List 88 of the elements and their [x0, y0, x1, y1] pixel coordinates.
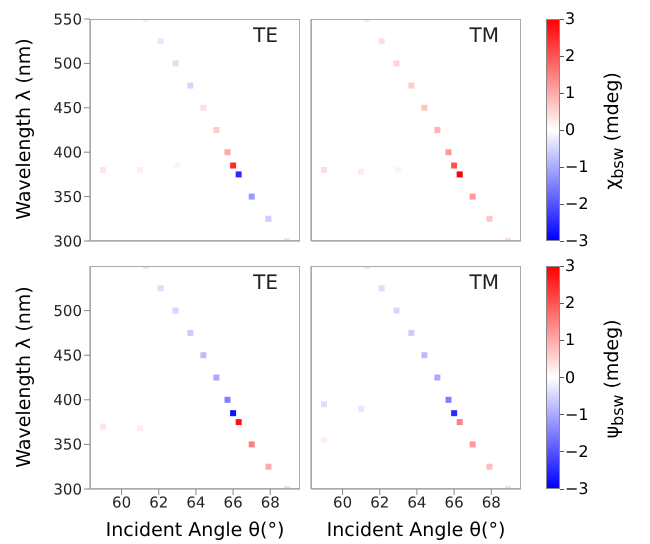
point — [456, 419, 463, 426]
point — [408, 330, 414, 336]
point — [213, 374, 220, 380]
point — [158, 38, 164, 44]
point — [200, 104, 206, 111]
x-tick-label: 64 — [407, 494, 426, 512]
point — [321, 401, 328, 408]
point — [434, 127, 440, 133]
point — [470, 194, 476, 200]
color-bar-label: 3 — [565, 9, 576, 29]
annotation: TE — [253, 270, 278, 294]
color-bar-label: −3 — [565, 479, 589, 499]
point — [265, 464, 272, 470]
color-bar-label: 0 — [565, 120, 576, 140]
y-tick-label: 400 — [53, 144, 82, 162]
point — [451, 410, 458, 416]
y-tick-label: 450 — [53, 346, 82, 365]
point — [248, 194, 255, 200]
point — [224, 396, 231, 403]
x-tick-label: 68 — [260, 494, 280, 512]
color-bar-label: 1 — [565, 83, 576, 103]
y-tick-label: 550 — [53, 10, 82, 28]
point — [224, 149, 231, 156]
color-bar-label: 2 — [565, 46, 576, 66]
x-tick-label: 62 — [370, 494, 390, 512]
y-tick-label: 500 — [53, 54, 82, 73]
point — [321, 166, 328, 173]
point — [486, 464, 492, 470]
point — [213, 127, 220, 133]
point — [230, 410, 236, 416]
y-tick-label: 300 — [53, 480, 82, 498]
y-tick-label: 350 — [53, 436, 82, 454]
y-axis-title: Wavelength λ (nm) — [13, 37, 35, 222]
annotation: TE — [253, 23, 278, 47]
point — [230, 162, 236, 169]
color-bar-label: −1 — [565, 157, 589, 177]
y-tick-label: 450 — [53, 99, 82, 118]
x-axis-title: Incident Angle θ(°) — [106, 519, 284, 541]
point — [393, 308, 400, 314]
point — [434, 374, 440, 380]
point — [172, 308, 178, 314]
color-bar-label: −2 — [565, 194, 589, 214]
point — [408, 82, 414, 89]
y-tick-label: 500 — [53, 302, 82, 320]
point — [248, 441, 255, 448]
point — [100, 424, 106, 430]
color-bar-label: −3 — [565, 231, 589, 251]
point — [172, 60, 178, 66]
point — [421, 352, 428, 358]
point — [187, 330, 194, 336]
color-bar-label: −1 — [565, 404, 589, 425]
point — [456, 171, 463, 178]
x-tick-label: 68 — [482, 494, 501, 512]
x-tick-label: 62 — [149, 494, 168, 512]
color-bar-label: 3 — [565, 256, 576, 276]
point — [200, 352, 206, 358]
color-bar-label: −2 — [565, 442, 589, 462]
x-tick-label: 64 — [186, 494, 206, 512]
y-tick-label: 300 — [53, 232, 82, 250]
annotation: TM — [470, 23, 499, 47]
y-tick-label: 400 — [53, 391, 82, 410]
point — [378, 285, 385, 292]
color-bar-label: 2 — [565, 293, 576, 314]
point — [187, 82, 194, 89]
point — [393, 60, 400, 66]
point — [236, 419, 242, 426]
point — [100, 166, 106, 173]
point — [470, 441, 476, 448]
x-tick-label: 66 — [224, 494, 243, 512]
color-bar-label: 1 — [565, 330, 576, 350]
point — [378, 38, 385, 44]
point — [446, 396, 452, 403]
color-bar-label: 0 — [565, 368, 576, 388]
annotation: TM — [470, 270, 499, 294]
y-tick-label: 350 — [53, 188, 82, 206]
x-tick-label: 60 — [112, 494, 132, 512]
point — [236, 171, 242, 178]
point — [158, 285, 164, 292]
point — [265, 216, 272, 222]
point — [486, 216, 492, 222]
point — [451, 162, 458, 169]
point — [446, 149, 452, 156]
point — [421, 104, 428, 111]
y-axis-title: Wavelength λ (nm) — [13, 284, 35, 470]
point — [358, 406, 364, 412]
x-tick-label: 66 — [444, 494, 464, 512]
x-axis-title: Incident Angle θ(°) — [326, 519, 506, 541]
x-tick-label: 60 — [333, 494, 352, 512]
